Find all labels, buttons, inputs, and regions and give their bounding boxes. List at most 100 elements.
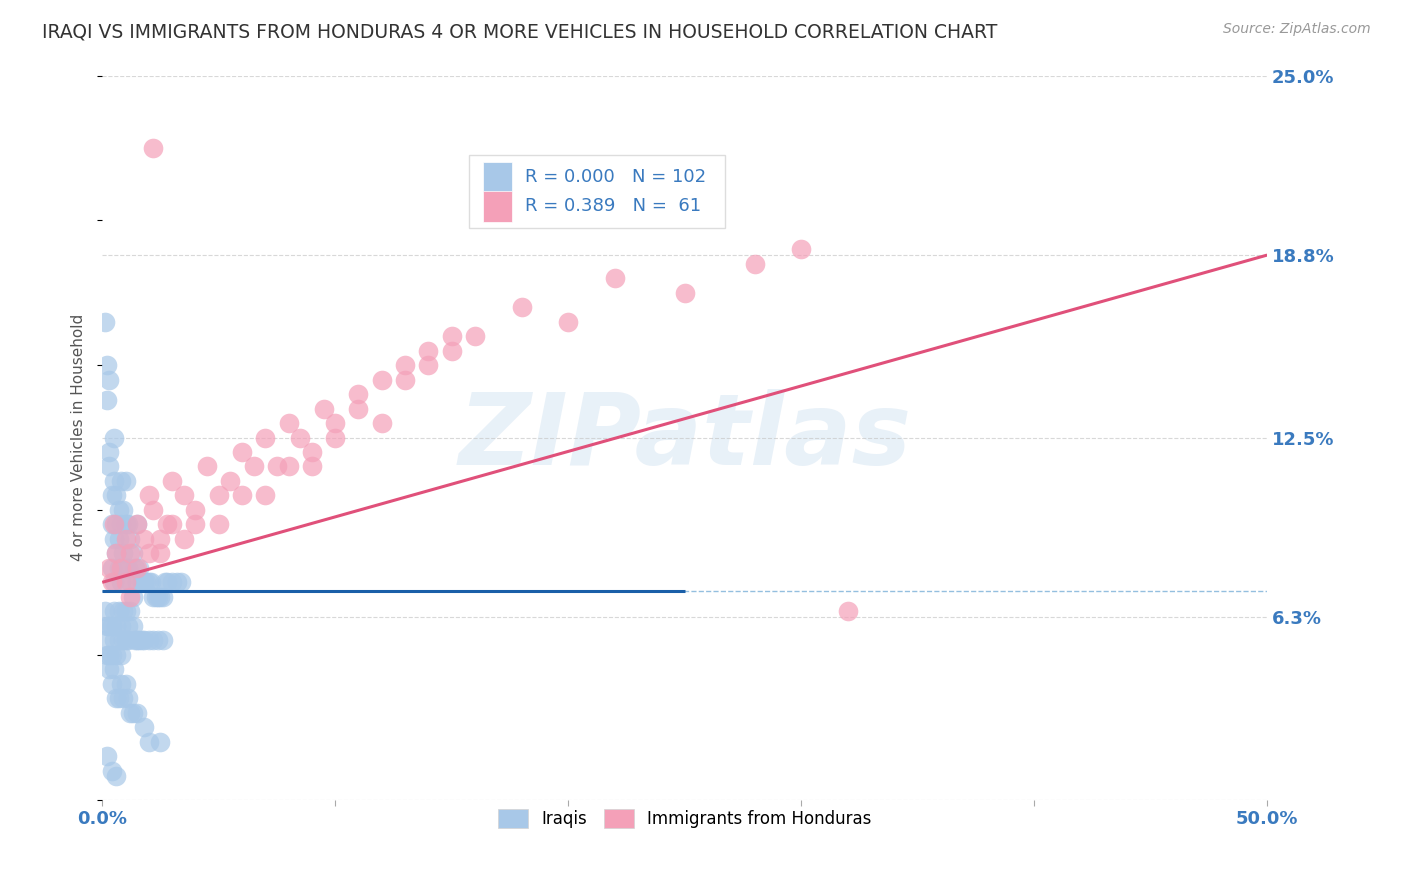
Point — [117, 517, 139, 532]
Point — [114, 604, 136, 618]
Point — [117, 691, 139, 706]
Point — [138, 734, 160, 748]
Point — [93, 633, 115, 648]
Point — [121, 546, 143, 560]
Point — [673, 285, 696, 300]
Point — [160, 474, 183, 488]
Point — [110, 561, 132, 575]
Point — [110, 575, 132, 590]
Point — [219, 474, 242, 488]
Point — [100, 488, 122, 502]
Point — [149, 734, 172, 748]
FancyBboxPatch shape — [484, 192, 512, 222]
Point — [98, 619, 121, 633]
Point — [146, 633, 169, 648]
Point — [394, 373, 416, 387]
Point — [98, 561, 121, 575]
Point — [96, 358, 118, 372]
Point — [510, 300, 533, 314]
Point — [208, 517, 231, 532]
Point — [184, 503, 207, 517]
Point — [120, 590, 142, 604]
Point — [96, 392, 118, 407]
Point — [142, 503, 165, 517]
Point — [128, 633, 150, 648]
Point — [254, 430, 277, 444]
Point — [127, 561, 149, 575]
Point — [124, 633, 146, 648]
Point — [114, 532, 136, 546]
Point — [138, 546, 160, 560]
Point — [152, 633, 174, 648]
Point — [312, 401, 335, 416]
Point — [149, 532, 172, 546]
Point — [184, 517, 207, 532]
Point — [103, 575, 125, 590]
Point — [744, 257, 766, 271]
Point — [110, 648, 132, 662]
Point — [114, 676, 136, 690]
Point — [96, 648, 118, 662]
Point — [93, 315, 115, 329]
Point — [231, 445, 253, 459]
Point — [418, 358, 440, 372]
Point — [440, 343, 463, 358]
Point — [170, 575, 193, 590]
Point — [112, 604, 135, 618]
Point — [418, 343, 440, 358]
Point — [107, 561, 129, 575]
Point — [557, 315, 579, 329]
Point — [112, 546, 135, 560]
Point — [103, 517, 125, 532]
Point — [100, 561, 122, 575]
Point — [110, 676, 132, 690]
Point — [98, 648, 121, 662]
Point — [323, 416, 346, 430]
Point — [105, 648, 128, 662]
Point — [98, 459, 121, 474]
Point — [173, 532, 195, 546]
Point — [135, 575, 157, 590]
Point — [160, 517, 183, 532]
Point — [93, 604, 115, 618]
Point — [117, 561, 139, 575]
Legend: Iraqis, Immigrants from Honduras: Iraqis, Immigrants from Honduras — [491, 802, 879, 835]
Point — [134, 633, 156, 648]
Point — [120, 546, 142, 560]
Text: R = 0.389   N =  61: R = 0.389 N = 61 — [524, 197, 702, 215]
Point — [134, 532, 156, 546]
Point — [254, 488, 277, 502]
Point — [138, 488, 160, 502]
Point — [195, 459, 218, 474]
Y-axis label: 4 or more Vehicles in Household: 4 or more Vehicles in Household — [72, 314, 86, 561]
FancyBboxPatch shape — [484, 162, 512, 193]
Point — [114, 517, 136, 532]
Point — [107, 633, 129, 648]
Point — [127, 517, 149, 532]
Point — [166, 575, 188, 590]
Point — [440, 329, 463, 343]
Point — [242, 459, 264, 474]
Point — [120, 706, 142, 720]
Point — [105, 619, 128, 633]
Point — [142, 590, 165, 604]
Point — [120, 532, 142, 546]
Point — [117, 633, 139, 648]
Point — [105, 769, 128, 783]
Point — [100, 619, 122, 633]
Point — [107, 691, 129, 706]
Point — [208, 488, 231, 502]
Point — [790, 242, 813, 256]
Point — [156, 575, 179, 590]
Point — [131, 575, 153, 590]
Point — [117, 619, 139, 633]
Point — [127, 575, 149, 590]
Text: ZIPatlas: ZIPatlas — [458, 389, 911, 486]
Point — [100, 648, 122, 662]
Point — [152, 590, 174, 604]
Point — [96, 619, 118, 633]
Point — [323, 430, 346, 444]
Point — [100, 575, 122, 590]
Point — [103, 633, 125, 648]
Point — [100, 676, 122, 690]
